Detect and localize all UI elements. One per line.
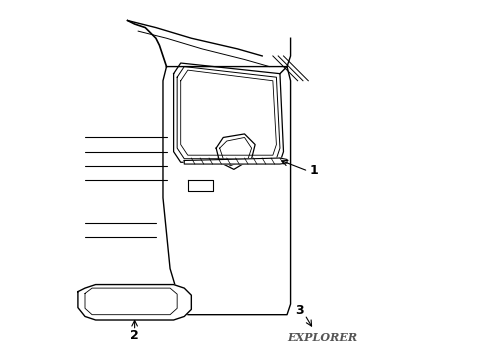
Text: 2: 2 (130, 329, 139, 342)
Polygon shape (78, 284, 191, 320)
Text: 1: 1 (308, 163, 317, 176)
Polygon shape (184, 158, 286, 164)
Text: 3: 3 (295, 304, 303, 317)
Text: EXPLORER: EXPLORER (287, 332, 357, 343)
